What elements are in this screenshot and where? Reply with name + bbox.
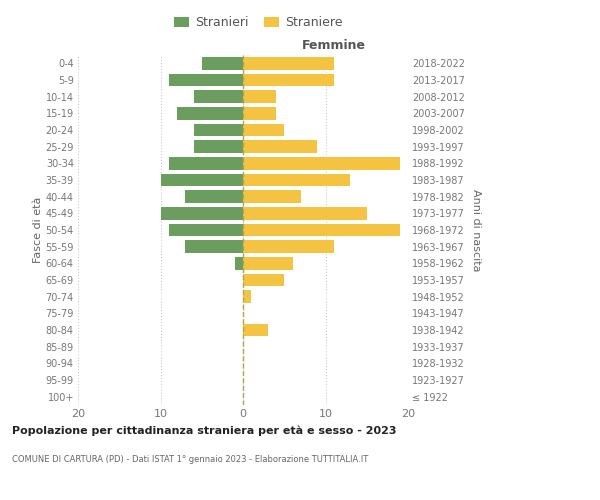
Text: Femmine: Femmine bbox=[302, 38, 366, 52]
Bar bbox=[243, 124, 284, 136]
Bar bbox=[243, 157, 400, 170]
Bar bbox=[243, 207, 367, 220]
Bar bbox=[243, 290, 251, 303]
Legend: Stranieri, Straniere: Stranieri, Straniere bbox=[169, 11, 347, 34]
Text: COMUNE DI CARTURA (PD) - Dati ISTAT 1° gennaio 2023 - Elaborazione TUTTITALIA.IT: COMUNE DI CARTURA (PD) - Dati ISTAT 1° g… bbox=[12, 455, 368, 464]
Bar bbox=[202, 57, 243, 70]
Bar bbox=[243, 190, 301, 203]
Bar bbox=[161, 174, 243, 186]
Bar bbox=[169, 74, 243, 86]
Bar bbox=[243, 74, 334, 86]
Bar bbox=[243, 107, 276, 120]
Bar bbox=[194, 140, 243, 153]
Bar bbox=[243, 257, 293, 270]
Bar bbox=[169, 224, 243, 236]
Bar bbox=[243, 224, 400, 236]
Bar bbox=[194, 90, 243, 103]
Bar bbox=[243, 90, 276, 103]
Bar bbox=[185, 240, 243, 253]
Bar bbox=[177, 107, 243, 120]
Bar bbox=[243, 174, 350, 186]
Bar bbox=[161, 207, 243, 220]
Bar bbox=[243, 140, 317, 153]
Bar bbox=[243, 57, 334, 70]
Text: Popolazione per cittadinanza straniera per età e sesso - 2023: Popolazione per cittadinanza straniera p… bbox=[12, 425, 397, 436]
Y-axis label: Fasce di età: Fasce di età bbox=[32, 197, 43, 263]
Bar bbox=[169, 157, 243, 170]
Y-axis label: Anni di nascita: Anni di nascita bbox=[471, 188, 481, 271]
Bar bbox=[243, 274, 284, 286]
Bar bbox=[235, 257, 243, 270]
Bar bbox=[185, 190, 243, 203]
Bar bbox=[194, 124, 243, 136]
Bar bbox=[243, 240, 334, 253]
Bar bbox=[243, 324, 268, 336]
